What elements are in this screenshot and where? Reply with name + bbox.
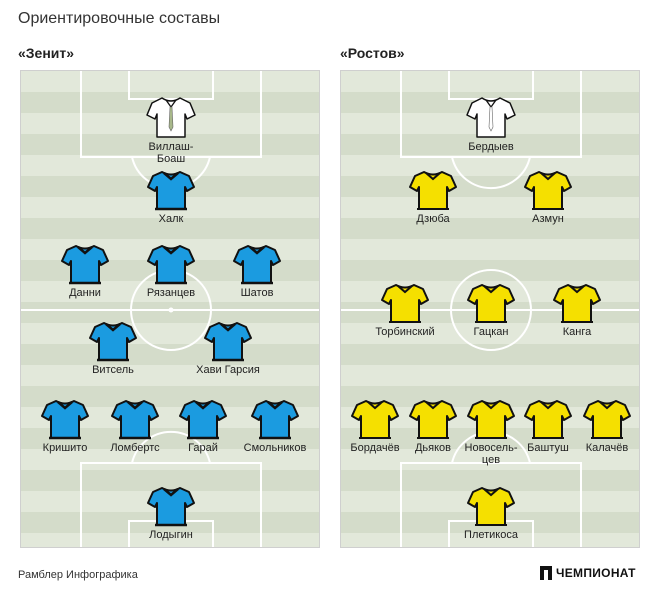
yellow-shirt-icon	[381, 284, 429, 323]
player-name: Плетикоса	[464, 529, 518, 541]
player: Шатов	[211, 243, 303, 299]
player-name: Дзюба	[416, 213, 450, 225]
player-name: Лодыгин	[149, 529, 193, 541]
blue-shirt-icon	[179, 400, 227, 440]
player-name: Витсель	[92, 364, 134, 376]
blue-shirt-icon	[233, 245, 281, 285]
player: Ломбертс	[89, 398, 181, 454]
yellow-shirt-icon	[553, 284, 601, 323]
yellow-shirt-icon	[409, 171, 457, 210]
player-name: Канга	[562, 326, 592, 338]
player-name: Новосель- цев	[464, 442, 518, 466]
player-coach: Виллаш- Боаш	[125, 95, 217, 165]
blue-shirt-icon	[111, 400, 159, 440]
player-name: Азмун	[532, 213, 564, 225]
yellow-shirt-icon	[583, 400, 631, 439]
blue-shirt-icon	[41, 400, 89, 440]
field-zenit: Виллаш- Боаш Халк Данни Рязанцев	[20, 70, 320, 548]
player: Торбинский	[359, 282, 451, 338]
brand-name: ЧЕМПИОНАТ	[556, 566, 636, 580]
yellow-shirt-icon	[467, 400, 515, 439]
player-name: Баштуш	[527, 442, 569, 454]
player: Бордачёв	[341, 398, 421, 454]
player-name: Ломбертс	[110, 442, 160, 454]
player-name: Смольников	[243, 442, 307, 454]
team-name-rostov: «Ростов»	[340, 45, 405, 61]
player-name: Кришито	[42, 442, 88, 454]
yellow-shirt-icon	[409, 400, 457, 439]
player-name: Виллаш- Боаш	[148, 141, 194, 165]
player: Смольников	[229, 398, 319, 454]
player-coach: Бердыев	[445, 95, 537, 153]
yellow-shirt-icon	[524, 400, 572, 439]
brand-logo[interactable]: ЧЕМПИОНАТ	[540, 566, 636, 580]
player-name: Халк	[158, 213, 184, 225]
player-name: Шатов	[240, 287, 274, 299]
page-title: Ориентировочные составы	[18, 10, 221, 27]
player: Рязанцев	[125, 243, 217, 299]
player: Кришито	[21, 398, 111, 454]
player: Калачёв	[561, 398, 639, 454]
player-name: Данни	[69, 287, 101, 299]
player-name: Калачёв	[585, 442, 629, 454]
player-name: Дьяков	[414, 442, 452, 454]
player: Халк	[125, 169, 217, 225]
player-goalkeeper: Лодыгин	[125, 485, 217, 541]
player-name: Бердыев	[468, 141, 514, 153]
player-goalkeeper: Плетикоса	[445, 485, 537, 541]
yellow-shirt-icon	[351, 400, 399, 439]
player: Азмун	[502, 169, 594, 225]
yellow-shirt-icon	[467, 284, 515, 323]
player: Данни	[39, 243, 131, 299]
yellow-shirt-icon	[524, 171, 572, 210]
blue-shirt-icon	[147, 487, 195, 527]
blue-shirt-icon	[89, 322, 137, 362]
player-name: Бордачёв	[350, 442, 400, 454]
blue-shirt-icon	[61, 245, 109, 285]
blue-shirt-icon	[204, 322, 252, 362]
player: Дьяков	[387, 398, 479, 454]
coach-shirt-icon	[146, 97, 196, 138]
player-name: Торбинский	[375, 326, 435, 338]
blue-shirt-icon	[147, 245, 195, 285]
player: Витсель	[67, 320, 159, 376]
field-rostov: Бердыев Дзюба Азмун Торбинский Г	[340, 70, 640, 548]
player: Дзюба	[387, 169, 479, 225]
player: Гацкан	[445, 282, 537, 338]
blue-shirt-icon	[251, 400, 299, 440]
blue-shirt-icon	[147, 171, 195, 211]
pitch-markings	[21, 71, 319, 547]
player: Канга	[531, 282, 623, 338]
player: Гарай	[157, 398, 249, 454]
player: Хави Гарсия	[182, 320, 274, 376]
player-name: Гацкан	[473, 326, 509, 338]
yellow-shirt-icon	[467, 487, 515, 526]
team-name-zenit: «Зенит»	[18, 45, 75, 61]
player: Баштуш	[502, 398, 594, 454]
player: Новосель- цев	[445, 398, 537, 466]
player-name: Рязанцев	[146, 287, 196, 299]
footer-source: Рамблер Инфографика	[18, 569, 138, 581]
coach-shirt-icon	[466, 97, 516, 138]
player-name: Гарай	[188, 442, 218, 454]
player-name: Хави Гарсия	[196, 364, 260, 376]
brand-mark-icon	[540, 566, 552, 580]
